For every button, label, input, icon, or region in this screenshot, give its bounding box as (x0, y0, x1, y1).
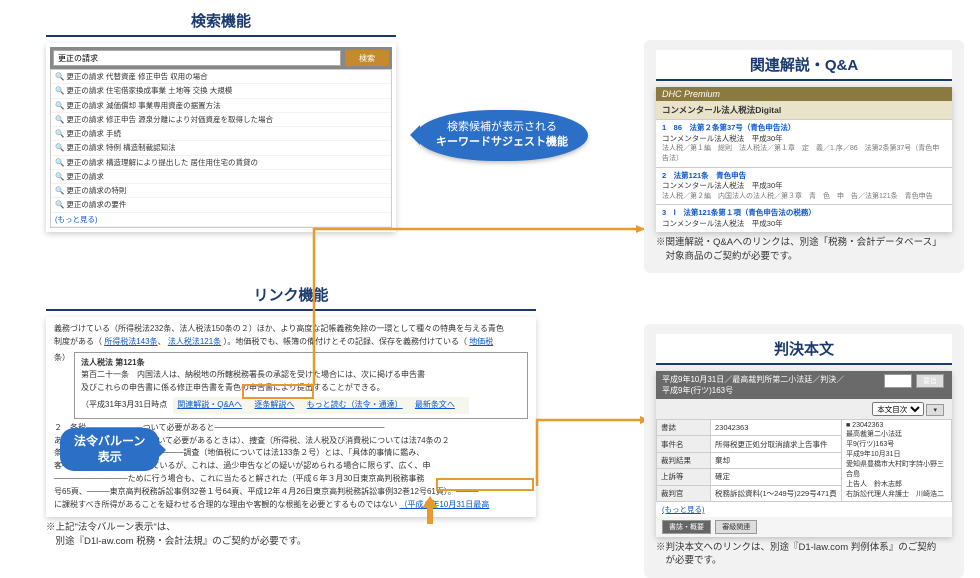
suggest-item[interactable]: 🔍 更正の請求 減価償却 事業専用資産の据置方法 (51, 99, 391, 113)
dhc-premium-badge: DHC Premium (656, 87, 952, 101)
callout-suggest: 検索候補が表示される キーワードサジェスト機能 (416, 110, 588, 161)
doc-line: に課税すべき所得があることを疑わせる合理的な理由や客観的な根拠を必要とするもので… (54, 499, 528, 512)
suggest-item[interactable]: 🔍 更正の請求の特則 (51, 184, 391, 198)
balloon-link[interactable]: 逐条解説へ (254, 400, 294, 409)
suggest-list: 🔍 更正の請求 代替資産 修正申告 収用の場合🔍 更正の請求 住宅借家換成事業 … (50, 69, 392, 228)
table-row: 書誌23042363■ 23042363最高裁第二小法廷平9(行ツ)163号平成… (657, 420, 952, 436)
section-title-qa: 関連解説・Q&A (656, 50, 952, 81)
judg-widget: 平成9年10月31日／最高裁判所第二小法廷／判決／平成9年(行ツ)163号 本文… (656, 371, 952, 537)
suggest-item[interactable]: 🔍 更正の請求 代替資産 修正申告 収用の場合 (51, 70, 391, 84)
suggest-item[interactable]: 🔍 更正の請求 構造理解により提出した 居住用住宅の賃貸の (51, 156, 391, 170)
callout-line-bold: キーワードサジェスト機能 (436, 136, 568, 148)
balloon-date: （平成31年3月31日時点 (81, 399, 167, 412)
suggest-item[interactable]: 🔍 更正の請求 住宅借家換成事業 土地等 交換 大規模 (51, 84, 391, 98)
balloon-title: 法人税法 第121条 (81, 357, 521, 370)
law-link[interactable]: 地価税 (469, 337, 493, 346)
qa-widget: DHC Premium コンメンタール法人税法Digital 1 86 法第２条… (656, 87, 952, 232)
section-title-link: リンク機能 (46, 280, 536, 311)
qa-row[interactable]: 3 Ⅰ 法第121条第１項（青色申告法の税務）コンメンタール法人税法 平成30年 (656, 204, 952, 232)
balloon-link[interactable]: 最新条文へ (415, 400, 455, 409)
suggest-item[interactable]: 🔍 更正の請求の要件 (51, 198, 391, 212)
callout-line: 法令バルーン (74, 434, 145, 448)
callout-line: 表示 (98, 450, 122, 464)
more-link[interactable]: (もっと見る) (662, 505, 705, 514)
suggest-more[interactable]: (もっと見る) (51, 213, 391, 227)
tab-overview[interactable]: 書誌・概要 (662, 520, 711, 534)
judg-header: 平成9年10月31日／最高裁判所第二小法廷／判決／平成9年(行ツ)163号 本文… (656, 371, 952, 399)
balloon-body: 及びこれらの申告書に係る修正申告書を青色の申告書により提出することができる。 (81, 382, 521, 395)
search-widget: 検索 🔍 更正の請求 代替資産 修正申告 収用の場合🔍 更正の請求 住宅借家換成… (46, 43, 396, 232)
balloon-link-qa[interactable]: 関連解説・Q&Aへ (177, 400, 242, 409)
judg-table: 書誌23042363■ 23042363最高裁第二小法廷平9(行ツ)163号平成… (656, 419, 952, 502)
qa-note: ※関連解説・Q&Aへのリンクは、別途「税務・会計データベース」 対象商品のご契約… (656, 236, 952, 263)
judg-note: ※判決本文へのリンクは、別途『D1-law.com 判例体系』のご契約 が必要で… (656, 541, 952, 568)
suggest-item[interactable]: 🔍 更正の請求 修正申告 源泉分離により対価資産を取得した場合 (51, 113, 391, 127)
article-no: 条） (54, 352, 70, 419)
doc-line: 制度がある（ 所得税法143条、 法人税法121条 ）。地価税でも、帳簿の備付け… (54, 336, 528, 349)
tab-body-button[interactable]: 本文 (884, 374, 912, 388)
search-input[interactable] (53, 50, 341, 66)
qa-row[interactable]: 1 86 法第２条第37号（青色申告法）コンメンタール法人税法 平成30年法人税… (656, 119, 952, 167)
section-title-judg: 判決本文 (656, 334, 952, 365)
callout-line: 検索候補が表示される (447, 121, 557, 133)
callout-balloon: 法令バルーン 表示 (60, 428, 159, 471)
search-button[interactable]: 検索 (345, 50, 389, 66)
suggest-item[interactable]: 🔍 更正の請求 (51, 170, 391, 184)
doc-line: 義務づけている（所得税法232条、法人税法150条の２）ほか、より高度な記帳義務… (54, 323, 528, 336)
law-link[interactable]: 法人税法121条 (168, 337, 221, 346)
tab-related[interactable]: 審級関連 (715, 520, 757, 534)
go-button[interactable]: ▾ (926, 404, 944, 416)
case-link[interactable]: （平成９年10月31日最高 (399, 500, 489, 509)
section-title-search: 検索機能 (46, 6, 396, 37)
link-doc: 義務づけている（所得税法232条、法人税法150条の２）ほか、より高度な記帳義務… (46, 317, 536, 517)
doc-line: 号65頁、────東京高判税務訴訟事例32巻１号64頁、平成12年４月26日東京… (54, 486, 528, 499)
suggest-item[interactable]: 🔍 更正の請求 特例 構造制裁認知法 (51, 141, 391, 155)
law-link[interactable]: 所得税法143条 (104, 337, 157, 346)
balloon-body: 第百二十一条 内国法人は、納税地の所轄税務署長の承認を受けた場合には、次に掲げる… (81, 369, 521, 382)
search-bar: 検索 (50, 47, 392, 69)
qa-row[interactable]: 2 法第121条 青色申告コンメンタール法人税法 平成30年法人税／第２編 内国… (656, 167, 952, 205)
doc-line: ─────────────ために行う場合も、これに当たると解された（平成６年３月… (54, 473, 528, 486)
judg-select[interactable]: 本文目次 (872, 402, 924, 416)
tab-summary-button[interactable]: 要旨 (916, 374, 944, 388)
link-note: ※上記"法令バルーン表示"は、 別途『D1l-aw.com 税務・会計法規』のご… (46, 521, 536, 548)
balloon-link[interactable]: もっと読む（法令・通達） (307, 400, 403, 409)
balloon-link-bar: 関連解説・Q&Aへ 逐条解説へ もっと読む（法令・通達） 最新条文へ (173, 397, 469, 414)
qa-subtitle: コンメンタール法人税法Digital (656, 101, 952, 119)
judg-title: 平成9年10月31日／最高裁判所第二小法廷／判決／平成9年(行ツ)163号 (662, 374, 852, 396)
suggest-item[interactable]: 🔍 更正の請求 手続 (51, 127, 391, 141)
